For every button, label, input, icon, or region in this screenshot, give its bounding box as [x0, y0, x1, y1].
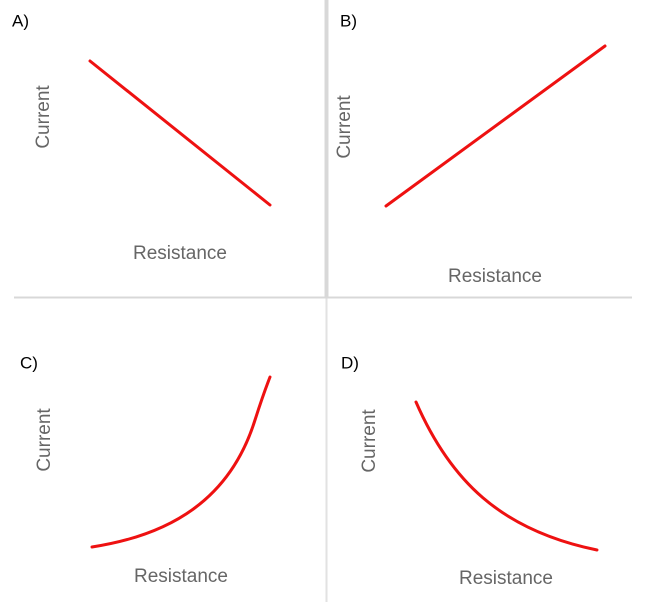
panel-c: C) Current Resistance: [20, 353, 272, 587]
x-axis-label: Resistance: [459, 568, 553, 589]
y-axis-label: Current: [359, 409, 380, 473]
curve: [90, 375, 272, 549]
panel-b: B) Current Resistance: [334, 11, 607, 287]
panel-label: A): [12, 11, 29, 30]
curve: [414, 400, 599, 552]
y-axis-label: Current: [34, 408, 55, 472]
panel-label: B): [340, 11, 357, 30]
curve: [384, 44, 607, 208]
x-axis-label: Resistance: [133, 243, 227, 264]
curve: [88, 59, 272, 207]
x-axis-label: Resistance: [134, 566, 228, 587]
panel-d: D) Current Resistance: [341, 353, 599, 589]
panel-label: D): [341, 353, 359, 372]
panel-a: A) Current Resistance: [12, 11, 272, 264]
x-axis-label: Resistance: [448, 266, 542, 287]
y-axis-label: Current: [334, 95, 355, 159]
panel-label: C): [20, 353, 38, 372]
y-axis-label: Current: [33, 85, 54, 149]
